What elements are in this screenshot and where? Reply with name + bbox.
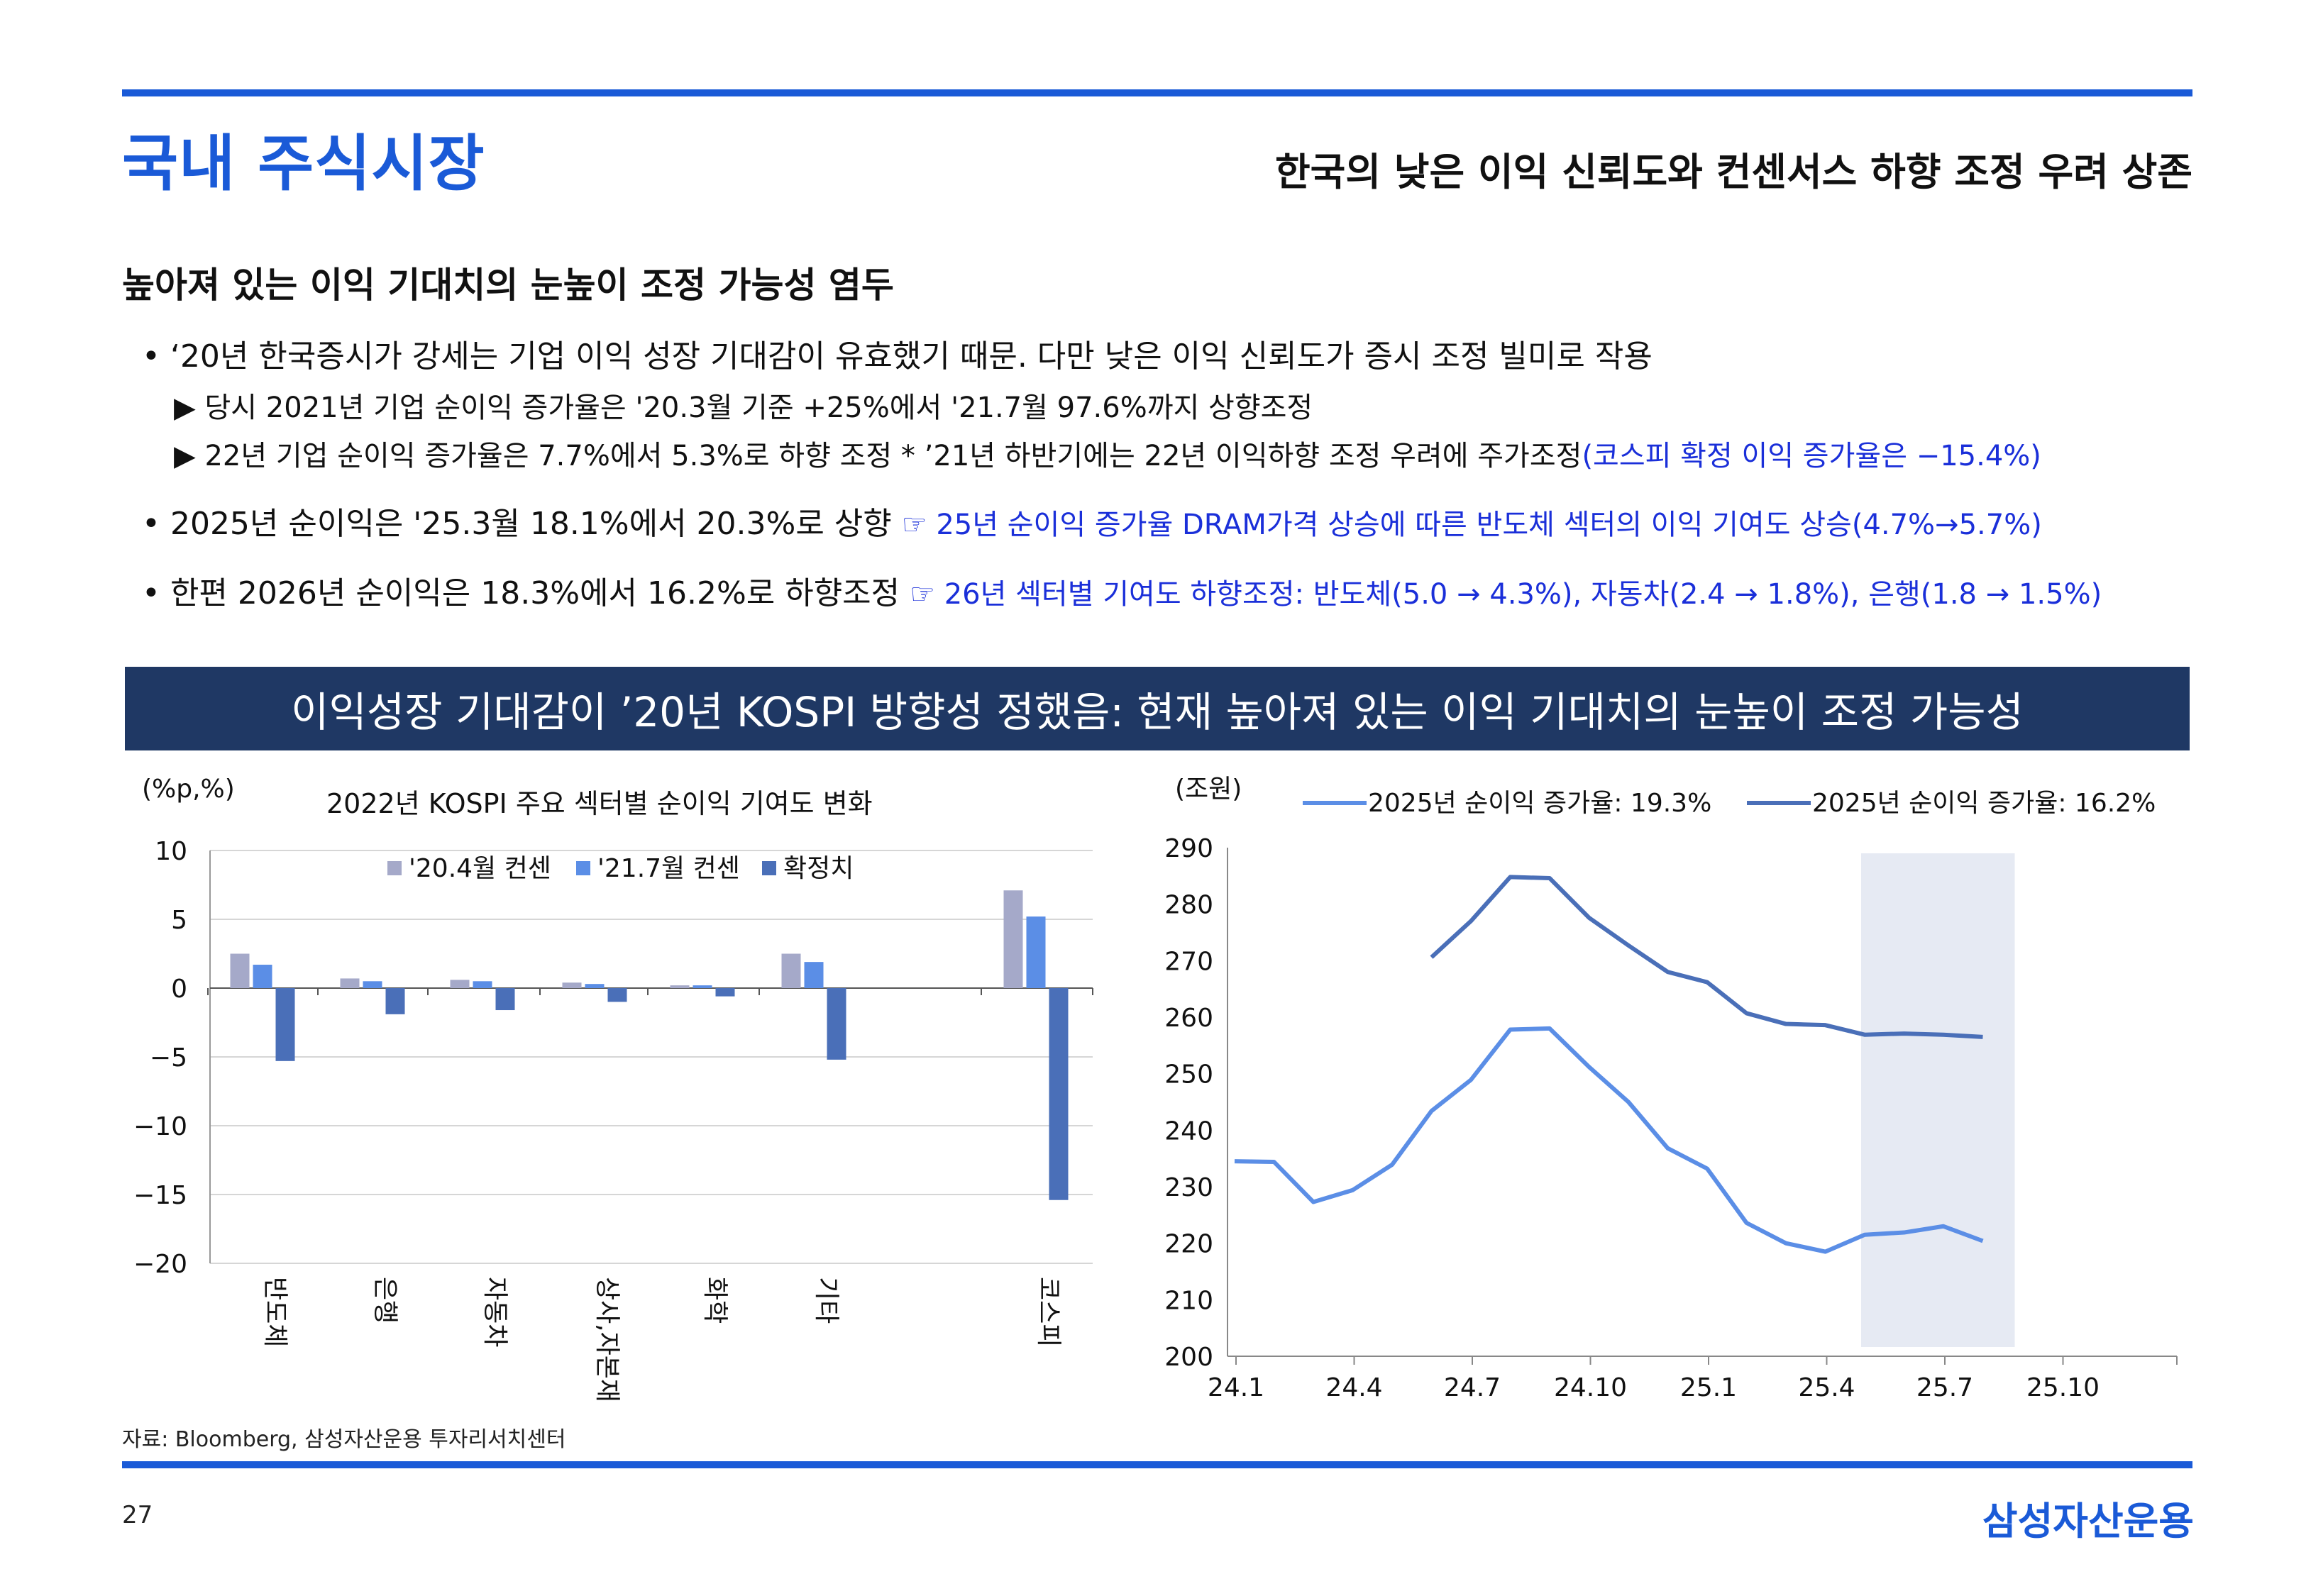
x-category-label: 반도체 [260,1277,289,1347]
bar [275,988,295,1061]
bar [363,981,382,988]
shaded-forecast-region [1861,853,2015,1347]
x-category-label: 은행 [370,1277,399,1324]
bar [495,988,515,1011]
y-tick-label: 290 [1164,834,1213,863]
bullet-text: ‘20년 한국증시가 강세는 기업 이익 성장 기대감이 유효했기 때문. 다만… [170,338,1653,375]
bar [253,965,272,988]
x-tick-label: 24.7 [1444,1373,1501,1402]
series-line [1430,875,1983,1039]
bullet-dot: • [142,338,170,375]
page-title: 국내 주식시장 [122,128,485,199]
y-tick-label: 220 [1164,1230,1213,1259]
source-note: 자료: Bloomberg, 삼성자산운용 투자리서치센터 [122,1427,566,1452]
bar [693,985,712,988]
y-tick-label: −20 [133,1250,187,1279]
y-tick-label: 250 [1164,1060,1213,1090]
bar [827,988,846,1060]
bullet-text: 2025년 순이익은 '25.3월 18.1%에서 20.3%로 상향 [170,506,892,542]
bar [473,981,492,988]
x-tick-label: 24.4 [1325,1373,1382,1402]
bar [230,953,250,988]
x-category-label: 화학 [700,1277,729,1324]
x-category-label: 코스피 [1034,1277,1063,1347]
x-tick-label: 25.1 [1680,1373,1737,1402]
y-tick-label: 260 [1164,1004,1213,1033]
x-tick-label: 25.7 [1916,1373,1973,1402]
page-subtitle: 한국의 낮은 이익 신뢰도와 컨센서스 하향 조정 우려 상존 [1274,150,2192,194]
bar [781,953,801,988]
x-tick-label: 24.10 [1554,1373,1627,1402]
bar [670,985,690,988]
top-rule [122,89,2192,96]
y-tick-label: 200 [1164,1343,1213,1372]
sub-item-2-note: (코스피 확정 이익 증가율은 −15.4%) [1582,440,2041,472]
legend-label: '20.4월 컨센 [409,854,551,883]
bar [585,984,605,988]
y-tick-label: −15 [133,1181,187,1210]
bullet-dot: • [142,575,170,611]
y-tick-label: 270 [1164,947,1213,976]
sub-item-2-text: ▶ 22년 기업 순이익 증가율은 7.7%에서 5.3%로 하향 조정 * ’… [174,440,1582,472]
y-tick-label: −5 [150,1043,187,1073]
bar [1003,890,1023,988]
y-axis-unit: (%p,%) [142,775,235,804]
bullet-note: ☞ 25년 순이익 증가율 DRAM가격 상승에 따른 반도체 섹터의 이익 기… [901,509,2042,541]
y-tick-label: 230 [1164,1173,1213,1202]
y-tick-label: 5 [171,906,187,935]
legend-label: 2025년 순이익 증가율: 16.2% [1812,789,2156,818]
bar [607,988,627,1002]
y-tick-label: −10 [133,1112,187,1141]
bar [450,980,470,988]
y-tick-label: 280 [1164,891,1213,920]
chart-banner: 이익성장 기대감이 ’20년 KOSPI 방향성 정했음: 현재 높아져 있는 … [125,667,2190,750]
bullet-dot: • [142,506,170,542]
x-category-label: 기타 [812,1277,841,1324]
y-tick-label: 0 [171,975,187,1004]
y-tick-label: 240 [1164,1116,1213,1146]
x-category-label: 자동차 [480,1277,509,1347]
bottom-rule [122,1461,2192,1468]
y-axis-unit: (조원) [1175,775,1242,804]
bullet-note: ☞ 26년 섹터별 기여도 하향조정: 반도체(5.0 → 4.3%), 자동차… [910,578,2102,611]
page-number: 27 [122,1501,153,1529]
brand-logo: 삼성자산운용 [1982,1499,2194,1544]
y-tick-label: 210 [1164,1286,1213,1315]
bar [340,978,360,988]
bullet-item-3: • 한편 2026년 순이익은 18.3%에서 16.2%로 하향조정 ☞ 26… [142,567,2102,613]
legend-label: '21.7월 컨센 [597,854,740,883]
bar [1026,916,1046,988]
series-line [1234,1026,1984,1254]
legend-swatch [762,861,776,875]
x-tick-label: 25.10 [2026,1373,2100,1402]
legend-label: 2025년 순이익 증가율: 19.3% [1368,789,1711,818]
x-tick-label: 25.4 [1798,1373,1855,1402]
sub-item-1: ▶ 당시 2021년 기업 순이익 증가율은 '20.3월 기준 +25%에서 … [174,392,1313,424]
bar [715,988,735,997]
chart-title: 2022년 KOSPI 주요 섹터별 순이익 기여도 변화 [326,788,873,819]
legend-swatch [576,861,590,875]
bar [562,982,582,988]
sub-item-2: ▶ 22년 기업 순이익 증가율은 7.7%에서 5.3%로 하향 조정 * ’… [174,433,2041,474]
y-tick-label: 10 [155,837,187,866]
bar [1049,988,1069,1200]
legend-swatch [387,861,402,875]
bullet-item-2: • 2025년 순이익은 '25.3월 18.1%에서 20.3%로 상향 ☞ … [142,498,2042,543]
bar [804,962,824,988]
bar [385,988,405,1014]
x-category-label: 상사,자본재 [592,1277,622,1402]
bullet-text: 한편 2026년 순이익은 18.3%에서 16.2%로 하향조정 [170,575,900,611]
section-heading: 높아져 있는 이익 기대치의 눈높이 조정 가능성 염두 [122,265,894,306]
legend-label: 확정치 [783,854,854,883]
x-tick-label: 24.1 [1208,1373,1264,1402]
bullet-item-1: • ‘20년 한국증시가 강세는 기업 이익 성장 기대감이 유효했기 때문. … [142,331,1653,376]
